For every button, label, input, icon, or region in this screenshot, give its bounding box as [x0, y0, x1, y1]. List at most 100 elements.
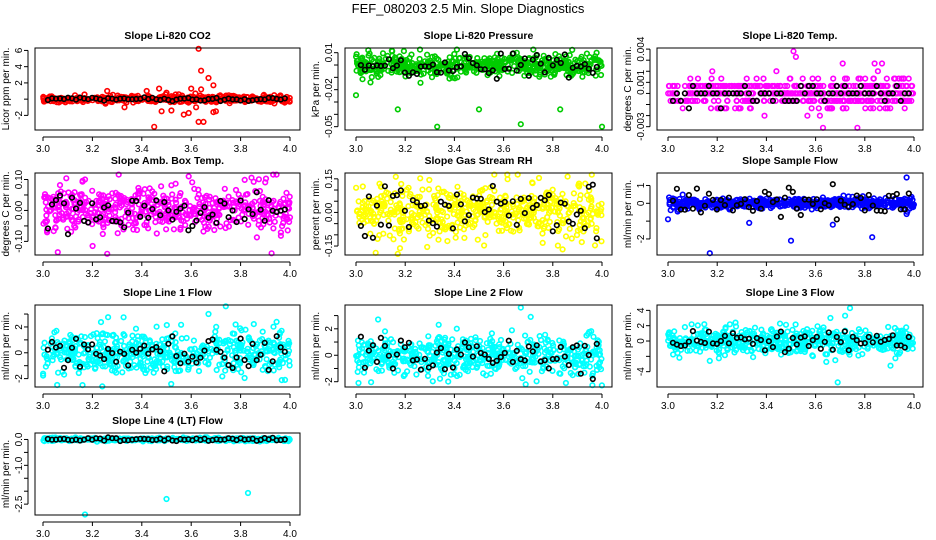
reference-point — [725, 194, 733, 201]
outlier-point — [453, 46, 461, 53]
data-point — [456, 371, 463, 378]
data-point — [859, 201, 867, 208]
data-point — [435, 321, 442, 328]
data-point — [578, 239, 585, 246]
reference-point — [785, 184, 792, 191]
data-point — [536, 333, 543, 340]
data-point — [856, 201, 863, 208]
data-point — [442, 340, 449, 347]
data-point — [498, 219, 506, 226]
data-point — [81, 334, 88, 341]
data-point — [683, 200, 691, 207]
data-point — [413, 371, 420, 378]
data-point — [561, 365, 568, 372]
data-point — [788, 201, 795, 208]
reference-point — [829, 181, 836, 188]
reference-point — [201, 347, 208, 354]
data-point — [489, 194, 496, 201]
reference-point — [397, 187, 405, 194]
data-point — [774, 82, 781, 90]
data-point — [693, 197, 700, 204]
data-point — [60, 216, 67, 223]
reference-point — [237, 335, 244, 342]
data-point — [119, 369, 126, 376]
data-point — [135, 184, 142, 192]
reference-point — [833, 216, 840, 223]
x-tick-label: 3.8 — [546, 144, 560, 155]
reference-point — [165, 340, 172, 347]
reference-point — [517, 195, 524, 202]
data-point — [507, 56, 514, 63]
reference-point — [56, 342, 64, 350]
reference-point — [777, 213, 785, 220]
reference-point — [513, 221, 520, 228]
reference-point — [161, 199, 168, 206]
outlier-point — [180, 111, 187, 118]
data-point — [120, 342, 128, 350]
plot-frame — [344, 172, 613, 256]
data-point — [383, 189, 390, 196]
data-point — [415, 211, 423, 218]
data-point — [687, 75, 694, 82]
outlier-point — [598, 123, 606, 130]
data-point — [41, 191, 49, 198]
reference-point — [737, 200, 745, 207]
data-point — [221, 185, 228, 192]
data-point — [786, 75, 793, 82]
data-point — [724, 97, 731, 104]
data-point — [249, 359, 256, 367]
data-points — [40, 171, 294, 257]
data-point — [495, 363, 502, 371]
data-point — [150, 197, 157, 204]
data-point — [89, 187, 96, 194]
y-tick-label: -2 — [14, 374, 25, 383]
data-point — [580, 363, 587, 370]
outlier-point — [854, 124, 861, 131]
data-point — [498, 227, 506, 234]
reference-point — [521, 357, 528, 364]
data-point — [359, 76, 366, 83]
reference-point — [473, 343, 480, 350]
reference-point — [849, 201, 856, 208]
data-point — [424, 372, 432, 380]
reference-point — [397, 57, 405, 64]
reference-point — [237, 197, 244, 204]
data-point — [424, 243, 431, 251]
data-point — [555, 227, 562, 235]
data-point — [428, 74, 436, 81]
data-point — [124, 354, 131, 362]
data-point — [588, 328, 595, 335]
data-point — [56, 211, 63, 218]
reference-point — [257, 351, 264, 358]
data-points — [352, 46, 606, 130]
reference-point — [133, 197, 140, 205]
data-point — [728, 82, 735, 90]
outlier-point — [200, 118, 207, 125]
data-point — [105, 217, 112, 224]
reference-point — [157, 212, 164, 219]
y-tick-label: -0.003 — [636, 112, 647, 141]
data-point — [535, 223, 542, 230]
data-point — [225, 193, 232, 200]
data-point — [461, 234, 468, 241]
data-point — [566, 225, 573, 232]
data-point — [160, 363, 167, 370]
data-point — [277, 229, 285, 236]
data-point — [435, 185, 442, 192]
reference-point — [837, 197, 844, 204]
data-point — [533, 378, 540, 385]
data-point — [489, 57, 496, 65]
data-point — [901, 105, 908, 112]
data-point — [85, 356, 93, 363]
data-point — [580, 215, 588, 222]
data-point — [747, 105, 754, 112]
data-point — [163, 349, 170, 356]
outlier-point — [198, 86, 205, 93]
data-point — [254, 347, 261, 354]
reference-point — [461, 50, 469, 58]
data-point — [542, 191, 550, 198]
data-point — [384, 195, 391, 202]
reference-point — [561, 51, 568, 58]
reference-point — [757, 205, 765, 212]
data-point — [546, 218, 553, 225]
